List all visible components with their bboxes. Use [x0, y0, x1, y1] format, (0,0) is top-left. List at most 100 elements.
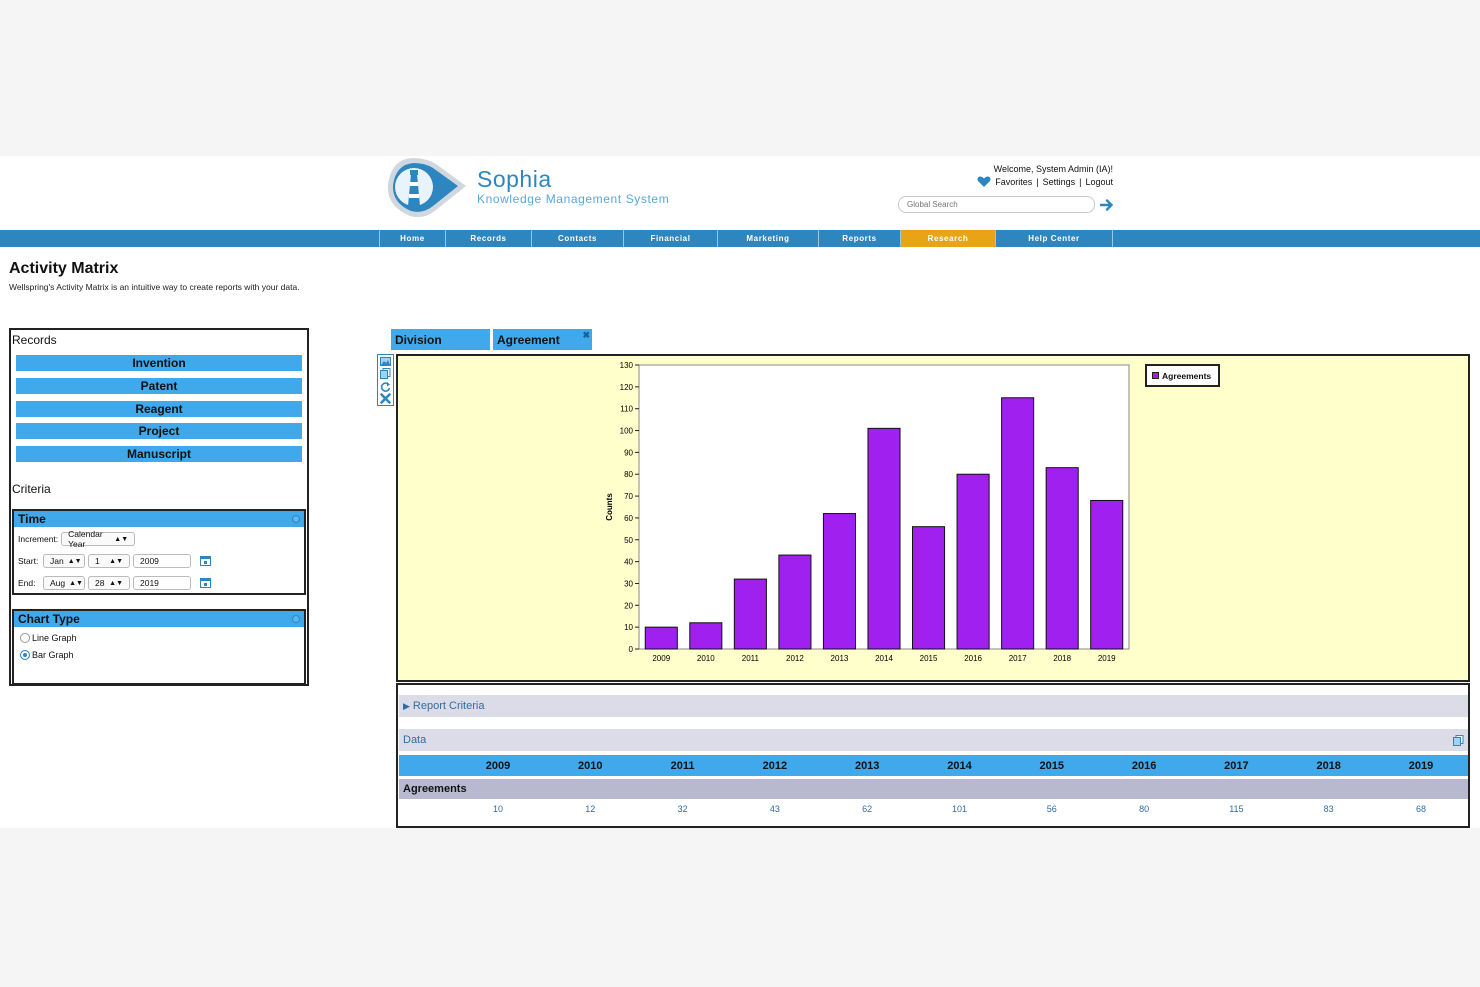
value-cell: 32	[677, 804, 688, 814]
page-title: Activity Matrix	[9, 260, 119, 277]
x-tick-label: 2009	[652, 654, 670, 663]
brand-subtitle: Knowledge Management System	[477, 192, 670, 206]
data-year-header-row: 2009 2010 2011 2012 2013 2014 2015 2016 2017 2018…	[399, 755, 1468, 776]
y-tick-label: 10	[624, 623, 633, 632]
end-day-select[interactable]: 28 ▲▼	[88, 576, 130, 590]
record-patent-button[interactable]: Patent	[16, 378, 302, 394]
value-cell: 62	[862, 804, 873, 814]
bar-2011[interactable]	[733, 578, 767, 650]
y-tick-label: 100	[620, 427, 634, 436]
chart-refresh-icon[interactable]	[380, 381, 391, 392]
data-copy-icon[interactable]	[1453, 734, 1464, 746]
y-tick-label: 40	[624, 558, 633, 567]
bar-2010[interactable]	[689, 622, 723, 650]
year-header-cell: 2011	[670, 759, 695, 772]
tab-agreement[interactable]: Agreement ✖	[493, 329, 592, 350]
record-project-button[interactable]: Project	[16, 423, 302, 439]
x-tick-label: 2015	[920, 654, 938, 663]
start-month-select[interactable]: Jan ▲▼	[43, 554, 85, 568]
chart-type-collapse-icon[interactable]	[292, 615, 300, 623]
bar-graph-option[interactable]: Bar Graph	[20, 650, 74, 660]
nav-home[interactable]: Home	[379, 230, 445, 247]
bar-2009[interactable]	[644, 626, 678, 650]
nav-help-center[interactable]: Help Center	[995, 230, 1113, 247]
end-month-value: Aug	[50, 578, 66, 588]
tab-agreement-label: Agreement	[497, 332, 560, 347]
bar-graph-radio[interactable]	[20, 650, 30, 660]
tab-division-label: Division	[395, 332, 442, 347]
expand-triangle-icon: ▶	[403, 700, 410, 711]
bar-graph-label: Bar Graph	[32, 650, 74, 660]
year-header-cell: 2018	[1316, 759, 1341, 772]
x-tick-label: 2014	[875, 654, 893, 663]
chart-type-title: Chart Type	[18, 612, 80, 626]
time-box-header: Time	[14, 511, 304, 527]
record-invention-button[interactable]: Invention	[16, 355, 302, 371]
record-manuscript-button[interactable]: Manuscript	[16, 446, 302, 462]
value-cell: 10	[492, 804, 504, 814]
bar-2014[interactable]	[867, 427, 901, 650]
start-month-value: Jan	[50, 556, 64, 566]
end-calendar-icon[interactable]	[200, 578, 211, 588]
logout-link[interactable]: Logout	[1085, 177, 1113, 187]
favorites-heart-icon[interactable]	[977, 176, 991, 188]
x-tick-label: 2012	[786, 654, 804, 663]
chart-remove-icon[interactable]	[380, 393, 391, 405]
bar-2015[interactable]	[912, 526, 946, 650]
tab-agreement-close-icon[interactable]: ✖	[582, 330, 590, 340]
bar-2013[interactable]	[822, 513, 856, 650]
y-tick-label: 0	[629, 645, 634, 654]
bar-2017[interactable]	[1001, 397, 1035, 650]
report-criteria-toggle[interactable]: ▶ Report Criteria	[399, 695, 1468, 717]
x-tick-label: 2019	[1098, 654, 1116, 663]
nav-marketing[interactable]: Marketing	[717, 230, 818, 247]
nav-contacts[interactable]: Contacts	[531, 230, 623, 247]
bar-2018[interactable]	[1045, 467, 1079, 650]
chart-image-icon[interactable]	[380, 356, 391, 367]
main-nav: Home Records Contacts Financial Marketin…	[379, 230, 1113, 247]
time-collapse-icon[interactable]	[292, 515, 300, 523]
start-calendar-icon[interactable]	[200, 556, 211, 566]
increment-label: Increment:	[18, 534, 59, 544]
favorites-link[interactable]: Favorites	[995, 177, 1033, 187]
y-tick-label: 20	[624, 601, 633, 610]
nav-research[interactable]: Research	[900, 230, 995, 247]
start-year-input[interactable]: 2009	[133, 554, 191, 568]
bar-2012[interactable]	[778, 554, 812, 650]
line-graph-option[interactable]: Line Graph	[20, 633, 77, 643]
brand-name: Sophia	[477, 166, 552, 192]
value-cell: 56	[1046, 804, 1057, 814]
tab-division[interactable]: Division	[391, 329, 490, 350]
x-tick-label: 2010	[697, 654, 715, 663]
chart-copy-icon[interactable]	[380, 368, 391, 380]
settings-link[interactable]: Settings	[1042, 177, 1076, 187]
year-header-cell: 2012	[762, 759, 788, 772]
end-month-select[interactable]: Aug ▲▼	[43, 576, 85, 590]
y-tick-label: 90	[624, 448, 633, 457]
nav-reports[interactable]: Reports	[818, 230, 900, 247]
end-year-input[interactable]: 2019	[133, 576, 191, 590]
chart-type-box: Chart Type Line Graph Bar Graph	[12, 609, 306, 685]
bar-2016[interactable]	[956, 473, 990, 650]
start-row: Start: Jan ▲▼ 1 ▲▼ 2009	[18, 554, 211, 568]
search-go-arrow-icon[interactable]	[1100, 198, 1114, 212]
increment-select[interactable]: Calendar Year ▲▼	[61, 529, 136, 549]
nav-financial[interactable]: Financial	[623, 230, 717, 247]
records-criteria-panel: Records Invention Patent Reagent Project…	[9, 328, 309, 686]
value-cell: 68	[1415, 804, 1427, 814]
year-header-cell: 2010	[578, 759, 603, 772]
select-arrows-icon: ▲▼	[69, 579, 83, 587]
legend-label: Agreements	[1162, 370, 1212, 381]
page-description: Wellspring's Activity Matrix is an intui…	[9, 282, 300, 292]
year-header-cell: 2017	[1224, 759, 1249, 772]
line-graph-radio[interactable]	[20, 633, 30, 643]
agreements-bar-chart: 0 10 20 30 40 50 60 70 80 90 100 110 120 130 2009 2010…	[605, 361, 1130, 663]
start-day-select[interactable]: 1 ▲▼	[88, 554, 130, 568]
x-tick-label: 2013	[831, 654, 849, 663]
record-reagent-button[interactable]: Reagent	[16, 401, 302, 417]
year-header-cell: 2009	[485, 759, 511, 772]
bar-2019[interactable]	[1090, 499, 1124, 650]
global-search-input[interactable]	[898, 196, 1095, 213]
nav-records[interactable]: Records	[445, 230, 531, 247]
series-label: Agreements	[403, 783, 467, 795]
